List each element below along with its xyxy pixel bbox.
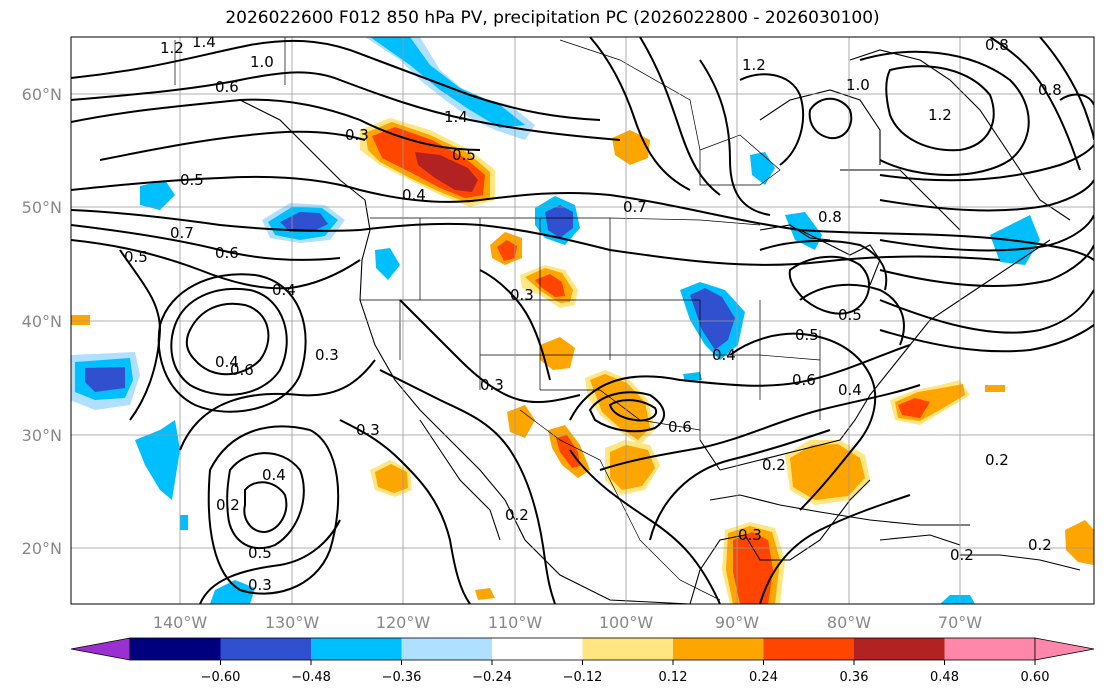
contour-label: 0.8 xyxy=(1038,81,1062,99)
contour-label: 0.4 xyxy=(402,186,426,204)
map-area: 1.2 1.4 1.0 0.6 0.3 0.5 0.4 1.4 0.5 0.7 … xyxy=(71,33,1094,604)
colorbar-segment xyxy=(673,638,764,660)
contour-label: 0.7 xyxy=(623,198,647,216)
colorbar-tick-label: 0.24 xyxy=(749,670,778,685)
contour-label: 1.4 xyxy=(192,33,216,51)
contour-label: 0.3 xyxy=(510,286,534,304)
lat-label: 50°N xyxy=(22,198,62,217)
contour-label: 0.3 xyxy=(248,576,272,594)
colorbar-segment xyxy=(311,638,402,660)
lat-label: 40°N xyxy=(22,312,62,331)
colorbar-tick-label: −0.36 xyxy=(382,670,422,685)
colorbar-segment xyxy=(763,638,854,660)
contour-label: 1.2 xyxy=(928,106,952,124)
contour-label: 0.5 xyxy=(124,248,148,266)
colorbar-tick-label: 0.48 xyxy=(930,670,959,685)
contour-label: 0.2 xyxy=(985,451,1009,469)
colorbar-segment xyxy=(220,638,311,660)
colorbar-segment xyxy=(854,638,945,660)
contour-label: 0.6 xyxy=(792,371,816,389)
lon-label: 70°W xyxy=(938,613,982,632)
lon-label: 140°W xyxy=(153,613,208,632)
contour-label: 0.2 xyxy=(216,496,240,514)
contour-label: 0.8 xyxy=(985,36,1009,54)
colorbar-segment xyxy=(492,638,583,660)
contour-label: 0.6 xyxy=(215,78,239,96)
lat-label: 60°N xyxy=(22,85,62,104)
lon-label: 90°W xyxy=(715,613,759,632)
contour-label: 0.4 xyxy=(215,353,239,371)
contour-label: 0.4 xyxy=(262,466,286,484)
contour-label: 1.0 xyxy=(846,76,870,94)
contour-label: 0.3 xyxy=(480,376,504,394)
lon-label: 110°W xyxy=(488,613,543,632)
contour-label: 0.4 xyxy=(712,346,736,364)
contour-labels: 1.2 1.4 1.0 0.6 0.3 0.5 0.4 1.4 0.5 0.7 … xyxy=(124,33,1062,594)
longitude-labels: 140°W 130°W 120°W 110°W 100°W 90°W 80°W … xyxy=(153,613,982,632)
lat-label: 30°N xyxy=(22,426,62,445)
colorbar-segment xyxy=(944,638,1035,660)
colorbar-segment xyxy=(130,638,221,660)
colorbar-segment xyxy=(582,638,673,660)
lon-label: 100°W xyxy=(599,613,654,632)
contour-label: 1.0 xyxy=(250,53,274,71)
contour-label: 0.5 xyxy=(795,326,819,344)
contour-label: 0.2 xyxy=(762,456,786,474)
colorbar: −0.60 −0.48 −0.36 −0.24 −0.12 0.12 0.24 0.36 0.4… xyxy=(70,637,1095,685)
colorbar-extend-right xyxy=(1034,637,1095,661)
contour-label: 0.3 xyxy=(345,126,369,144)
lat-label: 20°N xyxy=(22,539,62,558)
contour-label: 0.2 xyxy=(505,506,529,524)
contour-label: 0.3 xyxy=(356,421,380,439)
contour-label: 0.5 xyxy=(180,171,204,189)
contour-label: 0.5 xyxy=(248,544,272,562)
contour-label: 0.8 xyxy=(818,208,842,226)
lon-label: 120°W xyxy=(376,613,431,632)
contour-label: 0.7 xyxy=(170,224,194,242)
colorbar-segment xyxy=(401,638,492,660)
map-frame xyxy=(70,36,1095,605)
precip-shading xyxy=(71,37,1094,604)
contour-label: 1.2 xyxy=(160,39,184,57)
pv-contours xyxy=(71,37,1094,604)
colorbar-extend-left xyxy=(70,637,131,661)
contour-label: 0.4 xyxy=(838,381,862,399)
colorbar-tick-label: 0.60 xyxy=(1021,670,1050,685)
contour-label: 0.5 xyxy=(838,306,862,324)
colorbar-tick-label: 0.12 xyxy=(659,670,688,685)
contour-label: 1.2 xyxy=(742,56,766,74)
lon-label: 80°W xyxy=(827,613,871,632)
latitude-labels: 60°N 50°N 40°N 30°N 20°N xyxy=(22,85,62,558)
contour-label: 0.6 xyxy=(230,361,254,379)
colorbar-tick-label: −0.60 xyxy=(201,670,241,685)
contour-label: 0.6 xyxy=(215,244,239,262)
contour-label: 0.3 xyxy=(738,526,762,544)
contour-label: 0.2 xyxy=(1028,536,1052,554)
contour-label: 0.6 xyxy=(668,418,692,436)
contour-label: 0.3 xyxy=(315,346,339,364)
colorbar-tick-label: 0.36 xyxy=(840,670,869,685)
contour-label: 0.5 xyxy=(452,146,476,164)
colorbar-tick-label: −0.24 xyxy=(472,670,512,685)
political-boundaries xyxy=(174,37,821,601)
coastlines xyxy=(239,49,1081,604)
lon-label: 130°W xyxy=(265,613,320,632)
colorbar-tick-label: −0.48 xyxy=(291,670,331,685)
contour-label: 0.2 xyxy=(950,546,974,564)
colorbar-tick-label: −0.12 xyxy=(563,670,603,685)
contour-label: 1.4 xyxy=(444,108,468,126)
contour-label: 0.4 xyxy=(272,281,296,299)
map-title: 2026022600 F012 850 hPa PV, precipitatio… xyxy=(225,8,880,28)
